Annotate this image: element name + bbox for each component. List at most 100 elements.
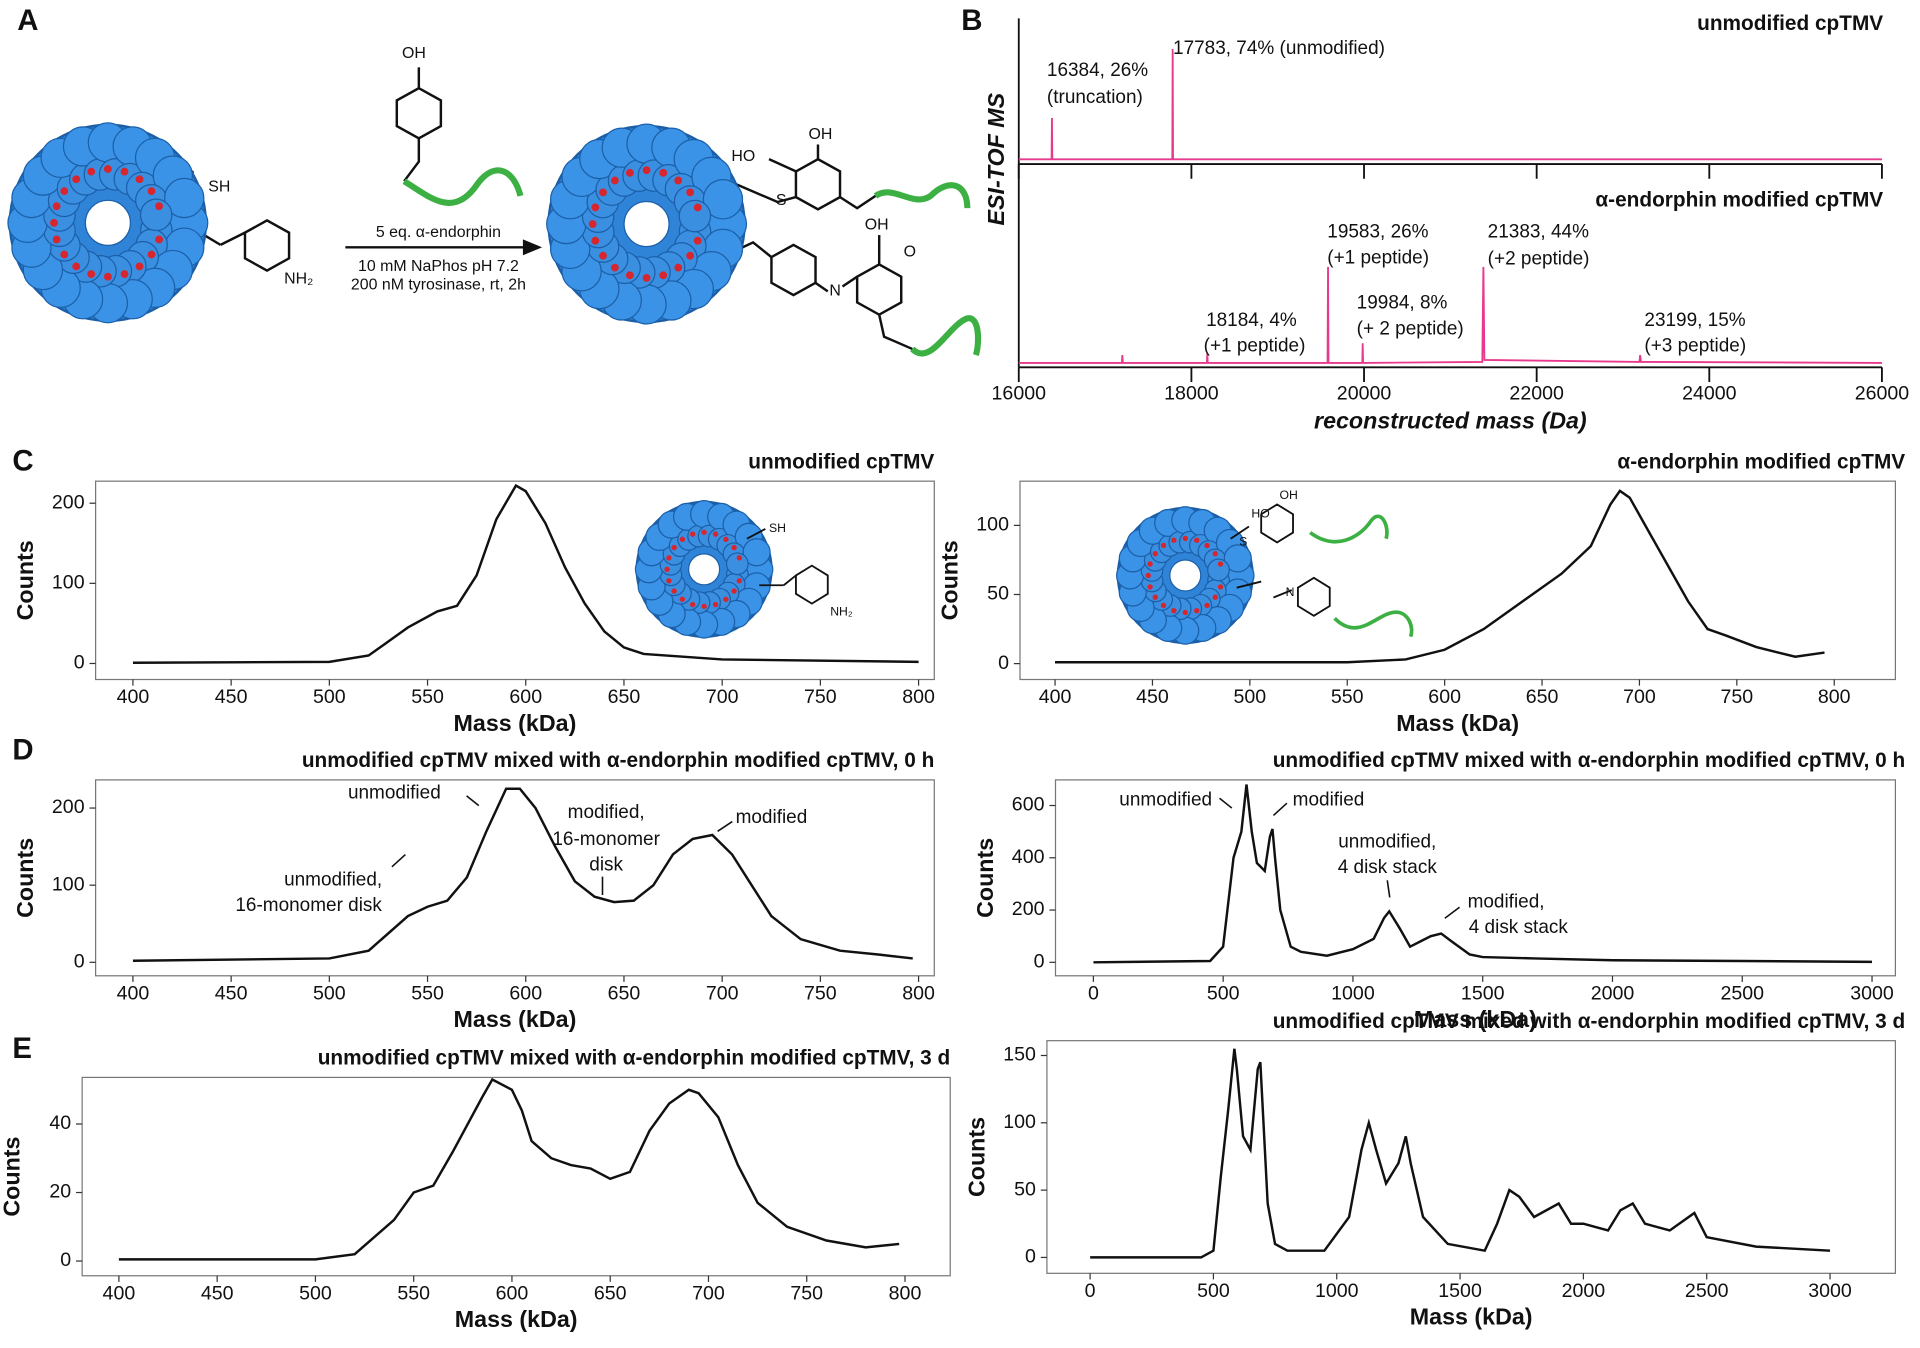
residue bbox=[591, 236, 600, 245]
series-title: unmodified cpTMV bbox=[1697, 12, 1883, 35]
peak-annotation: (+2 peptide) bbox=[1488, 249, 1590, 270]
ring bbox=[795, 564, 829, 605]
residue bbox=[659, 271, 668, 280]
residue bbox=[1160, 602, 1167, 609]
residue bbox=[1152, 550, 1159, 557]
y-tick-label: 50 bbox=[987, 583, 1009, 605]
chart-title: unmodified cpTMV mixed with α-endorphin … bbox=[318, 1047, 950, 1070]
residue bbox=[1171, 607, 1177, 614]
x-tick-label: 550 bbox=[411, 982, 444, 1004]
residue bbox=[723, 536, 729, 543]
y-tick-label: 0 bbox=[74, 652, 85, 674]
x-tick-label: 450 bbox=[215, 686, 248, 708]
residue bbox=[610, 263, 619, 272]
residue bbox=[671, 544, 677, 551]
plot-frame bbox=[95, 779, 935, 977]
peak-annotation: unmodified bbox=[348, 782, 441, 803]
x-axis-label: Mass (kDa) bbox=[454, 1006, 577, 1032]
disk-pore bbox=[84, 199, 131, 246]
residue bbox=[674, 263, 683, 272]
peak-annotation: modified, bbox=[1468, 891, 1545, 912]
data-line bbox=[132, 483, 919, 664]
y-axis-label: Counts bbox=[972, 838, 998, 918]
residue bbox=[155, 202, 164, 211]
x-tick-label: 450 bbox=[1136, 686, 1169, 708]
chart-title: unmodified cpTMV mixed with α-endorphin … bbox=[1273, 749, 1905, 772]
ring bbox=[770, 243, 817, 297]
x-tick-label: 550 bbox=[1331, 686, 1364, 708]
atom-label: N bbox=[829, 283, 841, 300]
x-tick-label: 650 bbox=[608, 686, 641, 708]
bond bbox=[1273, 589, 1293, 599]
x-tick-label: 500 bbox=[1207, 982, 1240, 1004]
residue bbox=[103, 165, 112, 173]
y-tick-label: 0 bbox=[1025, 1246, 1036, 1268]
leader-line bbox=[391, 854, 406, 868]
residue bbox=[671, 588, 677, 594]
residue bbox=[599, 188, 607, 197]
subunit bbox=[725, 552, 749, 576]
plot-frame bbox=[1054, 779, 1897, 977]
chart-title: unmodified cpTMV mixed with α-endorphin … bbox=[1273, 1010, 1905, 1033]
residue bbox=[664, 566, 670, 573]
y-axis-label: Counts bbox=[0, 1137, 25, 1217]
data-line bbox=[118, 1077, 900, 1261]
residue bbox=[1194, 607, 1200, 614]
y-tick-label: 50 bbox=[1014, 1178, 1036, 1200]
x-tick-label: 24000 bbox=[1682, 382, 1737, 404]
subunit bbox=[1223, 544, 1252, 573]
residue bbox=[1217, 561, 1224, 567]
bond bbox=[841, 275, 858, 288]
inset-bonds bbox=[746, 503, 1414, 638]
y-tick-label: 150 bbox=[1003, 1044, 1036, 1066]
inset-label: NH₂ bbox=[830, 604, 853, 618]
residue bbox=[693, 236, 702, 245]
peak-annotation: 4 disk stack bbox=[1338, 857, 1438, 878]
x-tick-label: 16000 bbox=[992, 382, 1047, 404]
residue bbox=[1212, 550, 1218, 557]
peak-annotation: (+1 peptide) bbox=[1204, 336, 1306, 357]
plot-frame bbox=[1046, 1040, 1897, 1274]
panel-label: B bbox=[961, 4, 982, 37]
x-tick-label: 500 bbox=[313, 686, 346, 708]
residue bbox=[72, 262, 81, 271]
residue bbox=[1145, 572, 1151, 579]
reagent: 5 eq. α-endorphin bbox=[376, 224, 501, 241]
peptide bbox=[402, 167, 524, 206]
bond bbox=[783, 574, 797, 586]
y-tick-label: 100 bbox=[52, 572, 85, 594]
spectrum-line bbox=[1018, 48, 1882, 161]
x-tick-label: 550 bbox=[397, 1282, 430, 1304]
residue bbox=[147, 187, 156, 196]
peak-annotation: 16384, 26% bbox=[1047, 60, 1148, 81]
inset-label: OH bbox=[1280, 488, 1298, 502]
residue bbox=[689, 601, 696, 608]
inset-label: S bbox=[1239, 535, 1247, 549]
x-tick-label: 20000 bbox=[1337, 382, 1392, 404]
inset-label: SH bbox=[769, 521, 786, 535]
x-tick-label: 400 bbox=[103, 1282, 136, 1304]
disk-pore bbox=[688, 553, 721, 586]
peak-annotation: 16-monomer disk bbox=[235, 895, 382, 916]
y-tick-label: 0 bbox=[60, 1249, 71, 1271]
residue bbox=[736, 555, 743, 561]
residue bbox=[679, 596, 686, 602]
y-tick-label: 400 bbox=[1012, 846, 1045, 868]
residue bbox=[135, 175, 144, 184]
x-tick-label: 400 bbox=[117, 686, 150, 708]
residue bbox=[1182, 609, 1188, 616]
x-tick-label: 750 bbox=[790, 1282, 823, 1304]
peptide bbox=[910, 315, 982, 357]
residue bbox=[1147, 584, 1153, 590]
residue bbox=[1182, 535, 1188, 542]
plot-frame bbox=[95, 480, 935, 681]
x-tick-label: 700 bbox=[692, 1282, 725, 1304]
arrow-head bbox=[522, 239, 543, 256]
x-tick-label: 1500 bbox=[1461, 982, 1505, 1004]
residue bbox=[1147, 561, 1153, 567]
peak-annotation: 16-monomer bbox=[552, 829, 660, 850]
x-tick-label: 500 bbox=[1234, 686, 1267, 708]
residue bbox=[147, 250, 156, 259]
peak-annotation: 18184, 4% bbox=[1206, 310, 1297, 331]
